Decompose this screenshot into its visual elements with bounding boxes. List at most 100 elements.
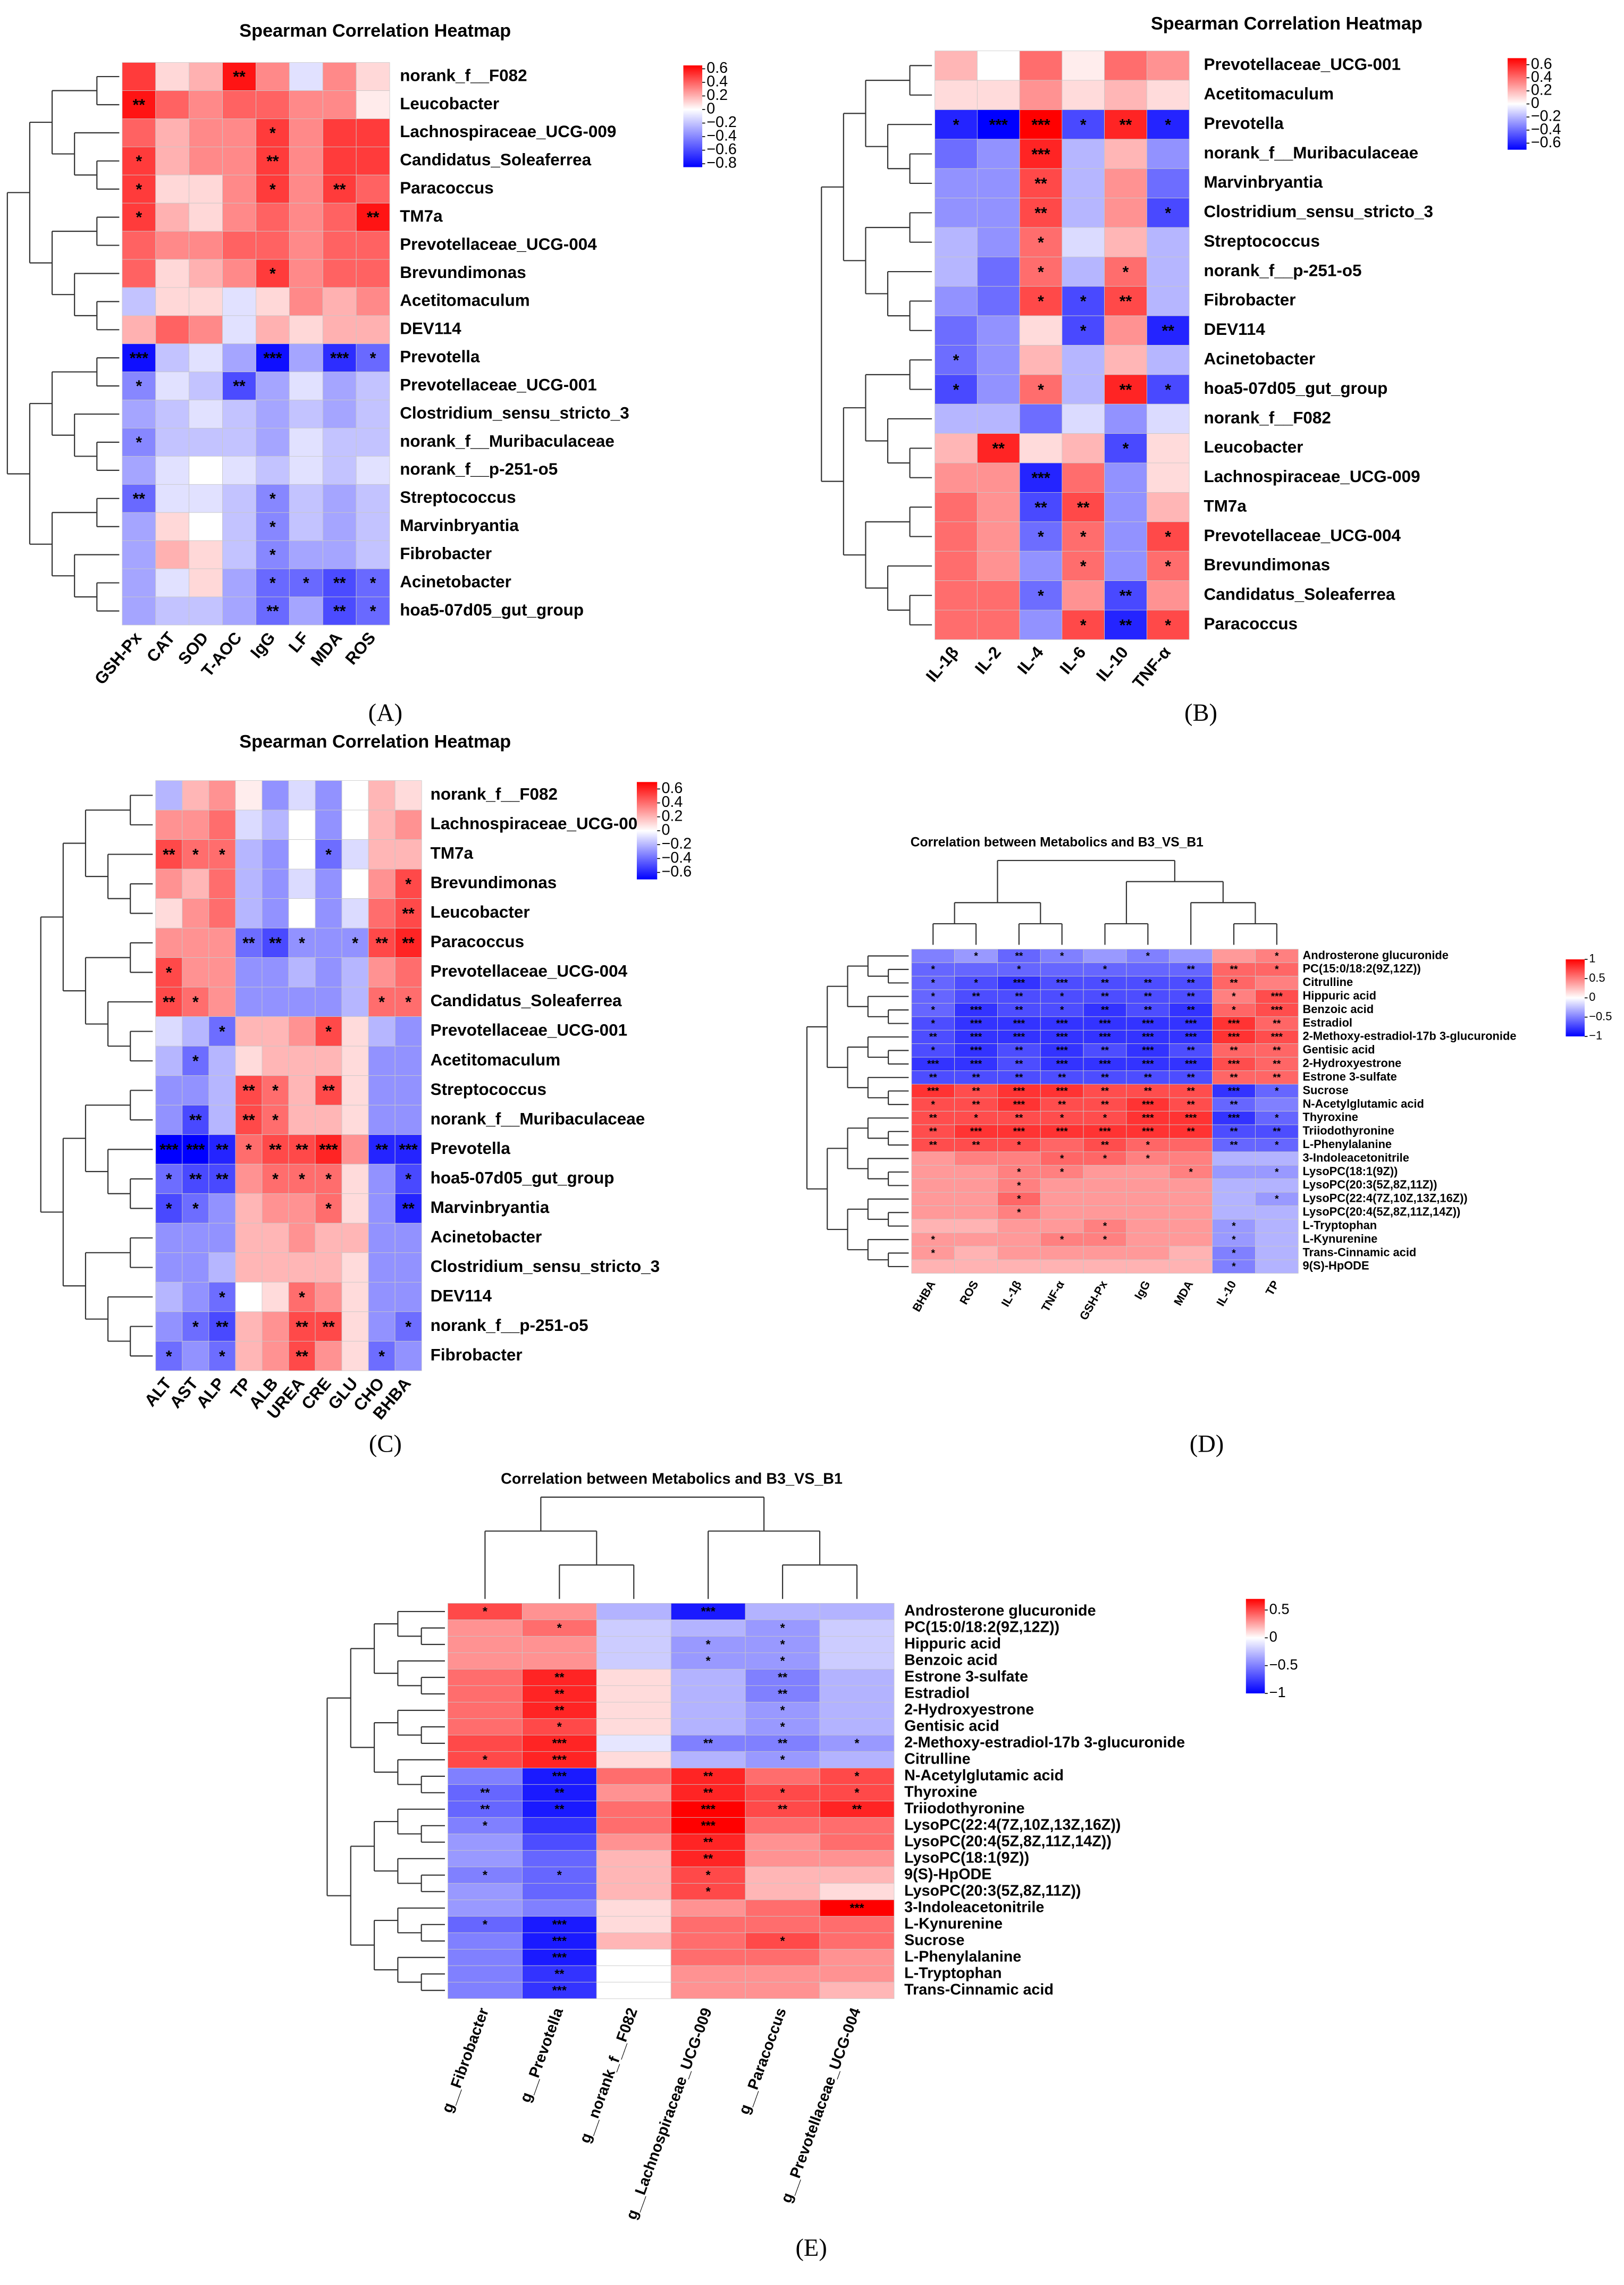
colorbar-tick-label: 0.6 [1531,55,1552,72]
significance-label: * [1038,264,1044,281]
heatmap-cell [235,986,263,1017]
heatmap-cell [394,1252,422,1283]
heatmap-cell [1040,1192,1084,1206]
heatmap-cell [235,1134,263,1165]
heatmap-cell [935,139,978,169]
heatmap-cell [1126,1070,1170,1085]
heatmap-cell [596,1734,671,1752]
significance-label: *** [970,1005,982,1016]
colorbar-tick-label: −0.5 [1589,1009,1612,1023]
row-label: TM7a [431,844,474,863]
heatmap-cell [1126,1165,1170,1179]
heatmap-cell [1169,1246,1213,1260]
significance-label: * [1165,528,1171,546]
heatmap-cell [368,1193,396,1224]
heatmap-cell [208,1045,236,1076]
significance-label: * [299,1289,305,1306]
heatmap-cell [356,484,390,513]
heatmap-cell [1169,1205,1213,1220]
significance-label: * [136,181,142,198]
significance-label: * [378,1348,385,1365]
significance-label: *** [970,1032,982,1043]
heatmap-cell [1062,227,1105,257]
significance-label: *** [552,1753,567,1767]
heatmap-cell [1146,139,1190,169]
heatmap-panel: Correlation between Metabolics and B3_VS… [806,836,1612,1458]
heatmap-cell [1062,50,1105,81]
significance-label: * [931,991,936,1002]
heatmap-cell [155,484,190,513]
heatmap-cell [1062,256,1105,287]
heatmap-cell [222,400,256,428]
heatmap-cell [1212,1043,1256,1058]
significance-label: ** [852,1802,862,1816]
significance-label: ** [972,1099,980,1110]
heatmap-cell [155,1340,183,1371]
heatmap-cell [1019,198,1063,228]
significance-label: *** [1056,1086,1068,1097]
heatmap-cell [819,1603,895,1620]
heatmap-cell [819,1685,895,1702]
heatmap-cell [222,484,256,513]
colorbar-tick-label: −0.2 [1531,108,1561,125]
heatmap-cell [256,428,290,457]
heatmap-cell [256,596,290,626]
row-label: Hippuric acid [904,1635,1001,1652]
heatmap-cell [997,1165,1041,1179]
heatmap-cell [1019,80,1063,110]
heatmap-cell [368,1134,396,1165]
chart-title: Spearman Correlation Heatmap [1151,14,1423,34]
heatmap-cell [977,462,1020,493]
heatmap-cell [222,372,256,401]
significance-label: *** [1271,1032,1283,1043]
heatmap-cell [1169,1030,1213,1044]
heatmap-cell [368,1222,396,1253]
heatmap-cell [1019,492,1063,522]
heatmap-cell [189,540,223,569]
heatmap-cell [1212,1124,1256,1139]
heatmap-cell [288,869,316,899]
column-label: IgG [1132,1278,1153,1302]
heatmap-cell [256,512,290,541]
heatmap-cell [208,810,236,840]
heatmap-cell [155,839,183,870]
heatmap-cell [745,1800,820,1818]
heatmap-cell [997,1219,1041,1233]
heatmap-cell [819,1965,895,1983]
heatmap-cell [322,456,357,485]
heatmap-cell [368,1340,396,1371]
significance-label: ** [216,1318,229,1336]
heatmap-cell [1104,50,1147,81]
heatmap-cell [189,90,223,119]
row-label: Leucobacter [431,903,530,922]
heatmap-cell [356,596,390,626]
row-label: L-Phenylalanine [1302,1137,1392,1151]
heatmap-cell [1104,315,1147,345]
significance-label: * [1103,1221,1107,1232]
colorbar-tick-label: −0.2 [706,114,737,131]
heatmap-cell [521,1866,597,1884]
significance-label: * [706,1654,711,1668]
heatmap-cell [1083,1219,1127,1233]
heatmap-cell [1212,1111,1256,1125]
heatmap-cell [977,286,1020,316]
row-label: L-Kynurenine [904,1915,1003,1932]
heatmap-cell [341,928,369,958]
significance-label: ** [189,1112,202,1129]
panel-label: (D) [1190,1431,1224,1458]
colorbar-tick-label: −0.4 [661,849,692,866]
heatmap-cell [289,315,323,344]
heatmap-cell [262,1222,289,1253]
heatmap-cell [394,1193,422,1224]
heatmap-cell [394,810,422,840]
heatmap-cell [448,1619,523,1637]
heatmap-cell [670,1932,746,1950]
heatmap-cell [356,400,390,428]
significance-label: * [405,876,411,893]
heatmap-cell [256,484,290,513]
significance-label: * [270,546,276,564]
column-label: MDA [307,628,346,669]
significance-label: ** [1101,978,1109,989]
heatmap-cell [222,203,256,232]
heatmap-cell [155,568,190,597]
